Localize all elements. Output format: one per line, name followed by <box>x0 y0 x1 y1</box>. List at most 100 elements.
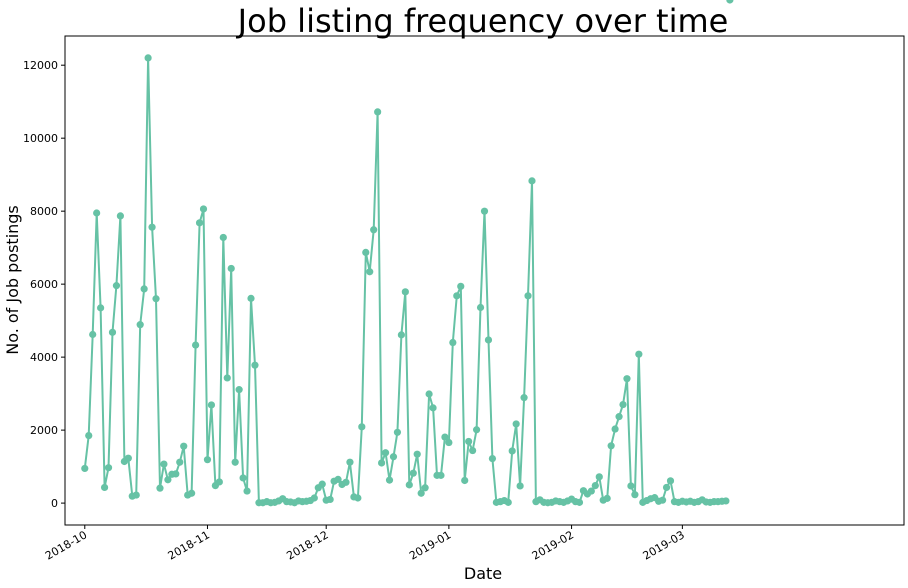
data-point <box>726 0 734 4</box>
data-point <box>381 449 390 457</box>
data-point <box>409 469 417 477</box>
data-point <box>354 494 362 502</box>
data-point <box>465 437 473 446</box>
data-point <box>108 328 117 336</box>
data-point <box>469 446 477 455</box>
data-point <box>89 330 97 339</box>
x-axis-title: Date <box>464 564 502 583</box>
data-point <box>104 464 113 472</box>
data-point <box>516 482 524 490</box>
data-point <box>207 401 216 409</box>
data-point <box>512 420 520 428</box>
data-point <box>484 336 493 344</box>
data-point <box>124 454 132 462</box>
data-point <box>219 233 227 242</box>
data-point <box>635 350 643 358</box>
x-tick-label: 2019-03 <box>641 528 687 562</box>
data-point <box>223 374 231 382</box>
data-point <box>417 489 425 497</box>
data-point <box>472 426 481 434</box>
data-point <box>389 453 398 461</box>
data-point <box>385 476 394 484</box>
y-axis-title: No. of Job postings <box>3 205 22 355</box>
data-point <box>346 458 354 466</box>
data-point <box>160 460 168 468</box>
series-line-job-postings <box>83 56 727 504</box>
data-point <box>231 458 239 466</box>
data-point <box>457 282 465 290</box>
y-tick-label: 8000 <box>30 205 58 218</box>
data-point <box>93 209 101 217</box>
data-point <box>172 470 180 478</box>
data-point <box>378 459 386 467</box>
data-point <box>421 484 429 492</box>
data-point <box>607 442 615 450</box>
data-point <box>235 386 243 394</box>
x-tick-label: 2019-02 <box>530 528 576 562</box>
data-point <box>239 474 247 482</box>
data-point <box>528 177 536 185</box>
data-point <box>132 491 140 499</box>
data-point <box>164 476 172 484</box>
y-tick-label: 6000 <box>30 278 58 291</box>
data-point <box>334 475 342 483</box>
y-tick-label: 0 <box>51 497 58 510</box>
data-point <box>615 413 623 421</box>
y-axis-ticks: 0 2000 4000 6000 8000 10000 12000 <box>23 59 65 510</box>
data-point <box>429 404 437 412</box>
data-point <box>413 450 421 458</box>
data-point <box>508 447 516 455</box>
data-point <box>100 483 109 492</box>
y-tick-label: 12000 <box>23 59 58 72</box>
data-point <box>310 494 318 502</box>
data-point <box>148 223 156 231</box>
data-point <box>191 341 200 349</box>
data-point <box>623 375 631 383</box>
data-point <box>611 425 619 433</box>
data-point <box>203 456 212 464</box>
data-point <box>524 292 532 300</box>
data-point <box>85 431 93 440</box>
x-axis-ticks: 2018-10 2018-11 2018-12 2019-01 2019-02 2019-… <box>43 525 687 563</box>
data-point <box>243 487 251 495</box>
data-point <box>227 264 235 273</box>
data-point <box>520 394 528 402</box>
y-tick-label: 10000 <box>23 132 58 145</box>
data-point <box>366 268 374 276</box>
data-point <box>215 478 223 486</box>
data-point <box>188 489 196 497</box>
y-tick-label: 2000 <box>30 424 58 437</box>
data-point <box>603 494 611 502</box>
data-point <box>397 331 405 339</box>
data-point <box>666 477 675 485</box>
data-point <box>504 498 512 506</box>
data-point <box>631 491 639 499</box>
data-point <box>575 498 584 506</box>
data-point <box>370 226 378 234</box>
data-point <box>195 219 204 227</box>
data-point <box>251 361 259 369</box>
data-point <box>81 464 89 473</box>
data-point <box>176 458 184 466</box>
data-point <box>362 248 370 257</box>
data-point <box>393 428 402 436</box>
data-point <box>247 294 255 302</box>
data-point <box>156 484 164 492</box>
data-point <box>152 295 160 303</box>
data-point <box>445 438 453 447</box>
data-point <box>453 292 461 300</box>
data-point <box>342 478 350 486</box>
data-point <box>619 400 627 409</box>
data-point <box>595 473 603 481</box>
data-point <box>658 496 667 504</box>
data-point <box>591 481 599 490</box>
data-point <box>326 495 334 504</box>
data-point <box>116 212 125 220</box>
data-point <box>97 304 105 312</box>
data-point <box>199 205 208 213</box>
data-point <box>425 390 433 398</box>
x-tick-label: 2018-10 <box>43 528 89 562</box>
data-point <box>441 433 449 441</box>
data-point <box>476 303 485 312</box>
chart-title: Job listing frequency over time <box>236 2 729 40</box>
